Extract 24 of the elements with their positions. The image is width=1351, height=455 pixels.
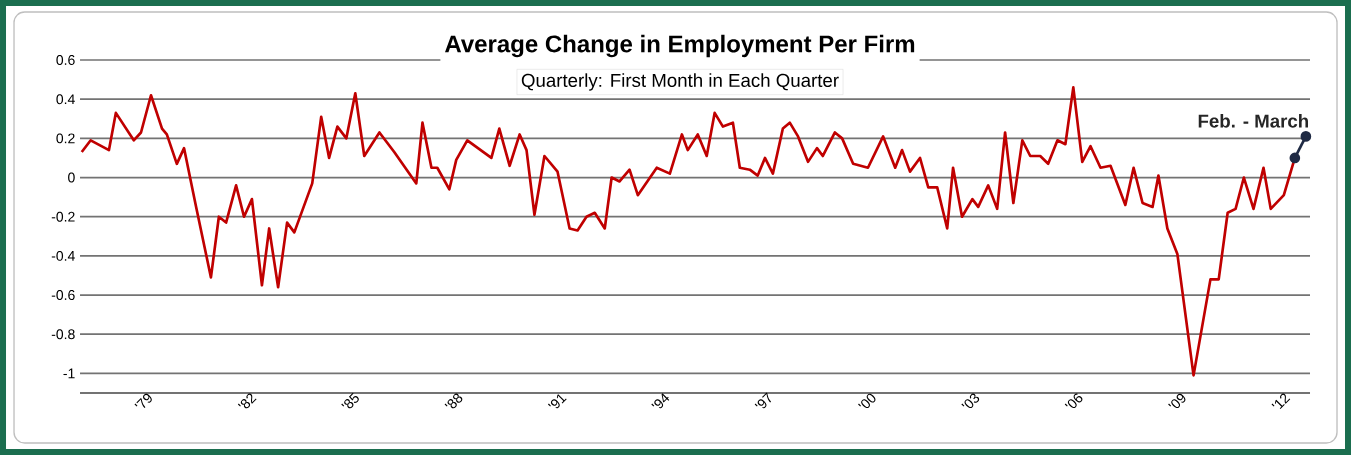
text: Quarterly: First Month in Each Quarter bbox=[521, 73, 839, 91]
y-tick-label: -0.2 bbox=[51, 211, 75, 222]
x-tick-label: '91 bbox=[547, 394, 567, 409]
y-tick-label: 0.6 bbox=[56, 55, 75, 65]
annotation: Feb. - March bbox=[1198, 113, 1308, 128]
chart-title: Average Change in Employment Per Firm bbox=[445, 34, 915, 58]
x-tick-label: '79 bbox=[134, 393, 152, 409]
y-tick-label: -1 bbox=[63, 368, 75, 379]
y-tick-label: -0.8 bbox=[51, 329, 75, 340]
y-tick-label: 0.2 bbox=[56, 133, 75, 144]
x-tick-label: '88 bbox=[444, 393, 463, 409]
y-tick-label: -0.4 bbox=[51, 250, 75, 261]
x-tick-label: '06 bbox=[1064, 393, 1083, 409]
y-tick-label: -0.6 bbox=[51, 290, 75, 301]
x-tick-label: '00 bbox=[858, 393, 876, 409]
x-tick-label: '94 bbox=[651, 393, 670, 409]
x-tick-label: '09 bbox=[1168, 393, 1186, 409]
x-tick-label: '12 bbox=[1271, 393, 1291, 410]
y-tick-label: 0.4 bbox=[56, 94, 75, 105]
x-tick-label: '03 bbox=[961, 393, 980, 409]
x-tick-label: '85 bbox=[341, 392, 359, 409]
y-tick-label: 0 bbox=[68, 172, 75, 183]
x-tick-label: '82 bbox=[237, 393, 257, 409]
x-tick-label: '97 bbox=[754, 392, 772, 409]
